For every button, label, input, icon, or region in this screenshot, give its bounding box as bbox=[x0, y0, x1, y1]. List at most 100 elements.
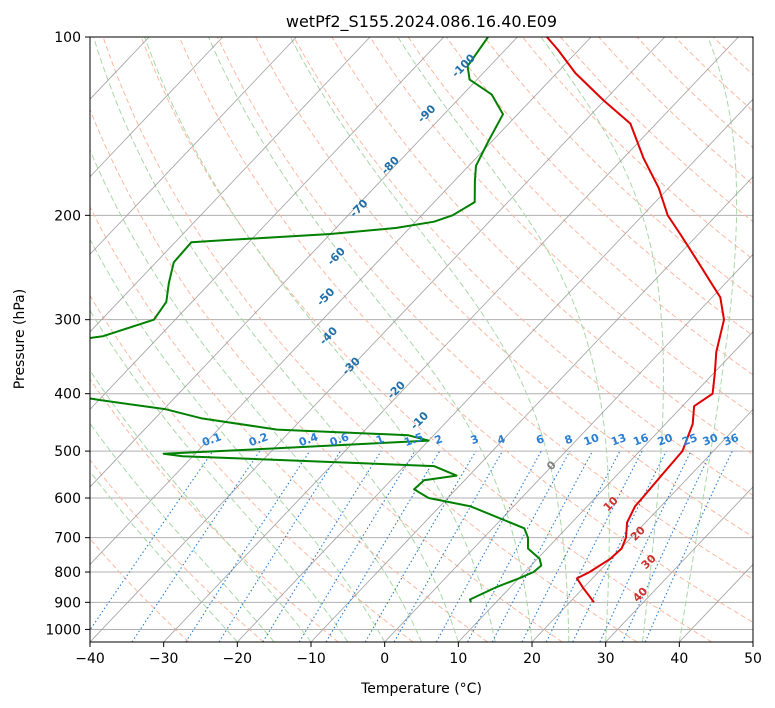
dry-adiabat-line bbox=[751, 37, 753, 40]
isotherm-line bbox=[0, 37, 2, 642]
mixing-ratio-label: 0.4 bbox=[297, 430, 320, 449]
isotherm-line bbox=[90, 37, 297, 255]
mixing-ratio-label: 36 bbox=[722, 431, 741, 449]
x-tick-label: −10 bbox=[296, 651, 326, 667]
dry-adiabat-line bbox=[255, 37, 753, 538]
mixing-ratio-label: 4 bbox=[495, 432, 507, 447]
x-tick-label: 0 bbox=[380, 651, 389, 667]
dry-adiabat-line bbox=[598, 37, 753, 186]
x-tick-label: 20 bbox=[523, 651, 541, 667]
dry-adiabat-line bbox=[217, 37, 753, 580]
moist-adiabat-line bbox=[90, 309, 349, 642]
dry-adiabat-line bbox=[407, 37, 753, 376]
mixing-ratio-line bbox=[298, 450, 416, 642]
mixing-ratio-label: 1.5 bbox=[402, 430, 425, 449]
sounding-profiles bbox=[90, 37, 725, 603]
dry-adiabat-line bbox=[102, 37, 638, 642]
dry-adiabat-line bbox=[445, 37, 753, 337]
chart-title: wetPf2_S155.2024.086.16.40.E09 bbox=[286, 12, 557, 32]
isopleth-labels: -100-90-80-70-60-50-40-30-20-10010203040… bbox=[200, 51, 741, 604]
dry-adiabat-line bbox=[90, 205, 488, 642]
mixing-ratio-line bbox=[644, 450, 733, 642]
mixing-ratio-label: 0.2 bbox=[247, 430, 270, 449]
isotherm-line bbox=[310, 176, 753, 642]
moist-adiabat-line bbox=[144, 37, 496, 642]
dry-adiabat-line bbox=[331, 37, 753, 456]
y-tick-label: 800 bbox=[54, 565, 81, 581]
y-tick-label: 200 bbox=[54, 208, 81, 224]
mixing-ratio-label: 8 bbox=[563, 432, 575, 447]
dry-adiabat-line bbox=[178, 37, 753, 623]
dry-adiabats bbox=[90, 37, 753, 642]
isotherm-line bbox=[531, 408, 753, 642]
isotherm-line bbox=[90, 37, 666, 642]
moist-adiabat-line bbox=[90, 470, 238, 642]
mixing-ratio-line bbox=[325, 450, 441, 642]
isotherm-line bbox=[605, 486, 753, 642]
dry-adiabat-label: -20 bbox=[385, 378, 408, 401]
mixing-ratio-line bbox=[218, 450, 341, 642]
x-tick-label: 40 bbox=[670, 651, 688, 667]
y-tick-label: 500 bbox=[54, 444, 81, 460]
y-tick-label: 900 bbox=[54, 595, 81, 611]
y-tick-label: 100 bbox=[54, 30, 81, 46]
x-tick-label: 50 bbox=[744, 651, 762, 667]
y-tick-label: 700 bbox=[54, 531, 81, 547]
mixing-ratio-line bbox=[393, 450, 503, 642]
isotherm-line bbox=[90, 37, 224, 178]
dry-adiabat-label: -70 bbox=[347, 197, 370, 220]
mixing-ratio-label: 2 bbox=[433, 432, 445, 447]
plot-frame bbox=[89, 36, 754, 643]
y-tick-label: 600 bbox=[54, 491, 81, 507]
dry-adiabat-line bbox=[369, 37, 753, 415]
moist-adiabat-line bbox=[397, 37, 610, 642]
moist-adiabat-line bbox=[289, 37, 570, 642]
dry-adiabat-line bbox=[90, 294, 414, 642]
x-tick-label: −30 bbox=[149, 651, 179, 667]
x-axis: −40 −30 −20 −10 0 10 20 30 40 50 bbox=[75, 642, 762, 667]
dry-adiabat-line bbox=[636, 37, 753, 149]
mixing-ratio-label: 10 bbox=[582, 431, 601, 449]
isotherm-line bbox=[163, 37, 739, 642]
mixing-ratio-label: 3 bbox=[469, 432, 481, 447]
dewpoint-profile bbox=[90, 37, 543, 603]
x-tick-label: 30 bbox=[597, 651, 615, 667]
y-axis: 100 200 300 400 500 600 700 800 900 1000 bbox=[45, 30, 90, 638]
x-tick-label: 10 bbox=[449, 651, 467, 667]
isotherm-line bbox=[90, 37, 445, 411]
dry-adiabat-line bbox=[484, 37, 753, 298]
isotherm-line bbox=[752, 641, 753, 642]
x-tick-label: −40 bbox=[75, 651, 105, 667]
y-axis-label: Pressure (hPa) bbox=[12, 289, 28, 389]
mixing-ratio-label: 1 bbox=[374, 432, 386, 447]
dry-adiabat-line bbox=[90, 459, 264, 642]
isotherm-line bbox=[458, 331, 753, 642]
moist-adiabat-line bbox=[678, 37, 738, 642]
moist-adiabats bbox=[90, 37, 738, 642]
mixing-ratio-label: 20 bbox=[656, 431, 675, 449]
isotherm-line bbox=[90, 37, 518, 488]
mixing-ratio-line bbox=[621, 450, 712, 642]
mixing-ratio-line bbox=[467, 450, 571, 642]
mixing-ratio-line bbox=[521, 450, 621, 642]
moist-adiabat-line bbox=[90, 238, 386, 642]
dry-adiabat-label: -10 bbox=[408, 409, 431, 432]
isotherm-line bbox=[384, 253, 753, 642]
y-tick-label: 1000 bbox=[45, 622, 81, 638]
isotherms bbox=[0, 37, 753, 642]
dry-adiabat-line bbox=[140, 37, 712, 642]
x-tick-label: −20 bbox=[223, 651, 253, 667]
mixing-ratio-label: 0.1 bbox=[200, 430, 223, 449]
mixing-ratio-line bbox=[185, 450, 311, 642]
mixing-ratio-line bbox=[491, 450, 594, 642]
dry-adiabat-label: -50 bbox=[314, 285, 337, 308]
dry-adiabat-line bbox=[90, 538, 190, 642]
dry-adiabat-line bbox=[674, 37, 753, 112]
mixing-ratio-line bbox=[435, 450, 542, 642]
mixing-ratio-line bbox=[599, 450, 692, 642]
y-tick-label: 400 bbox=[54, 387, 81, 403]
x-axis-label: Temperature (°C) bbox=[360, 681, 482, 697]
y-tick-label: 300 bbox=[54, 313, 81, 329]
mixing-ratio-line bbox=[90, 450, 214, 631]
